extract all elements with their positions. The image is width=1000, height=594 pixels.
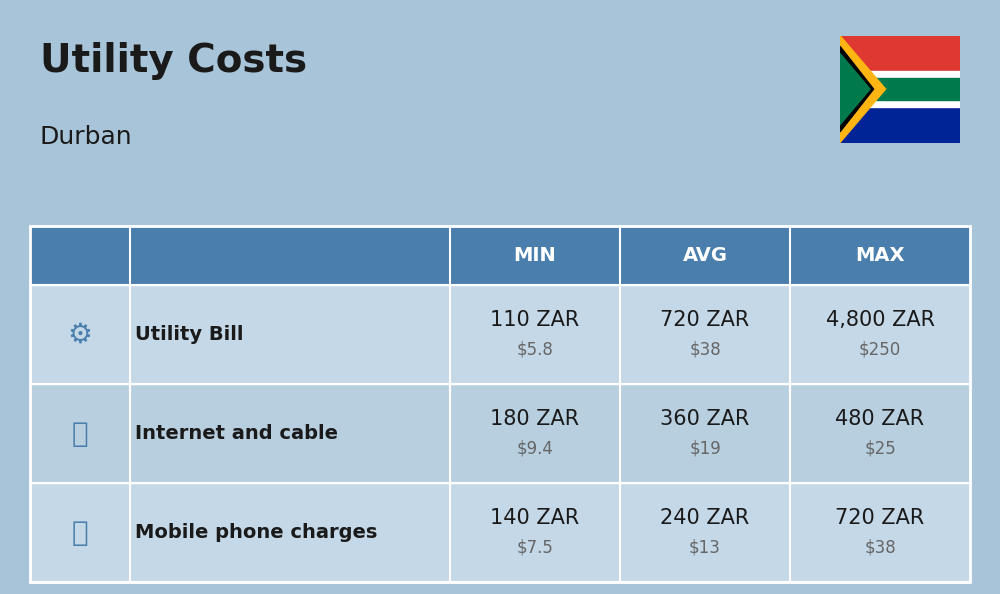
Text: $19: $19	[689, 440, 721, 457]
Text: Mobile phone charges: Mobile phone charges	[135, 523, 377, 542]
Polygon shape	[840, 36, 886, 143]
Bar	[840, 78, 960, 100]
Text: 4,800 ZAR: 4,800 ZAR	[826, 309, 934, 330]
FancyBboxPatch shape	[30, 226, 970, 285]
Polygon shape	[840, 41, 878, 137]
Text: 📱: 📱	[72, 519, 88, 546]
Text: Durban: Durban	[40, 125, 133, 148]
Text: 240 ZAR: 240 ZAR	[660, 508, 750, 528]
Text: 📡: 📡	[72, 419, 88, 448]
Text: 720 ZAR: 720 ZAR	[660, 309, 750, 330]
Bar	[840, 107, 960, 143]
Text: $250: $250	[859, 340, 901, 358]
Text: $5.8: $5.8	[517, 340, 553, 358]
Polygon shape	[840, 46, 874, 132]
Text: ⚙: ⚙	[68, 321, 92, 349]
Text: 110 ZAR: 110 ZAR	[490, 309, 580, 330]
Text: MAX: MAX	[855, 246, 905, 265]
Text: $38: $38	[864, 539, 896, 557]
Text: 180 ZAR: 180 ZAR	[490, 409, 580, 429]
Text: 480 ZAR: 480 ZAR	[835, 409, 925, 429]
Text: $13: $13	[689, 539, 721, 557]
Text: $38: $38	[689, 340, 721, 358]
Text: $7.5: $7.5	[517, 539, 553, 557]
FancyBboxPatch shape	[30, 384, 970, 483]
Bar	[840, 36, 960, 71]
Text: Utility Costs: Utility Costs	[40, 42, 307, 80]
FancyBboxPatch shape	[30, 226, 450, 285]
Text: $9.4: $9.4	[517, 440, 553, 457]
Text: 360 ZAR: 360 ZAR	[660, 409, 750, 429]
Text: $25: $25	[864, 440, 896, 457]
Text: 720 ZAR: 720 ZAR	[835, 508, 925, 528]
Bar	[840, 71, 960, 107]
Text: MIN: MIN	[514, 246, 556, 265]
Text: Utility Bill: Utility Bill	[135, 325, 244, 344]
FancyBboxPatch shape	[30, 285, 970, 384]
FancyBboxPatch shape	[30, 483, 970, 582]
Text: Internet and cable: Internet and cable	[135, 424, 338, 443]
Text: AVG: AVG	[683, 246, 728, 265]
Polygon shape	[840, 53, 870, 125]
Text: 140 ZAR: 140 ZAR	[490, 508, 580, 528]
